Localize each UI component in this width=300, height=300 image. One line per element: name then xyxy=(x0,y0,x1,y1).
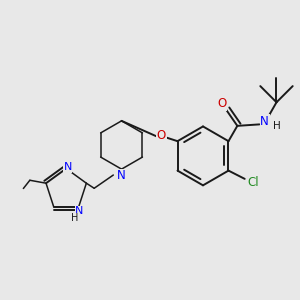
Text: N: N xyxy=(117,169,126,182)
Text: N: N xyxy=(260,115,269,128)
Text: H: H xyxy=(273,121,280,131)
Text: N: N xyxy=(75,206,83,216)
Text: O: O xyxy=(157,129,166,142)
Text: O: O xyxy=(217,97,226,110)
Text: Cl: Cl xyxy=(248,176,259,189)
Text: H: H xyxy=(70,213,78,223)
Text: N: N xyxy=(64,162,72,172)
